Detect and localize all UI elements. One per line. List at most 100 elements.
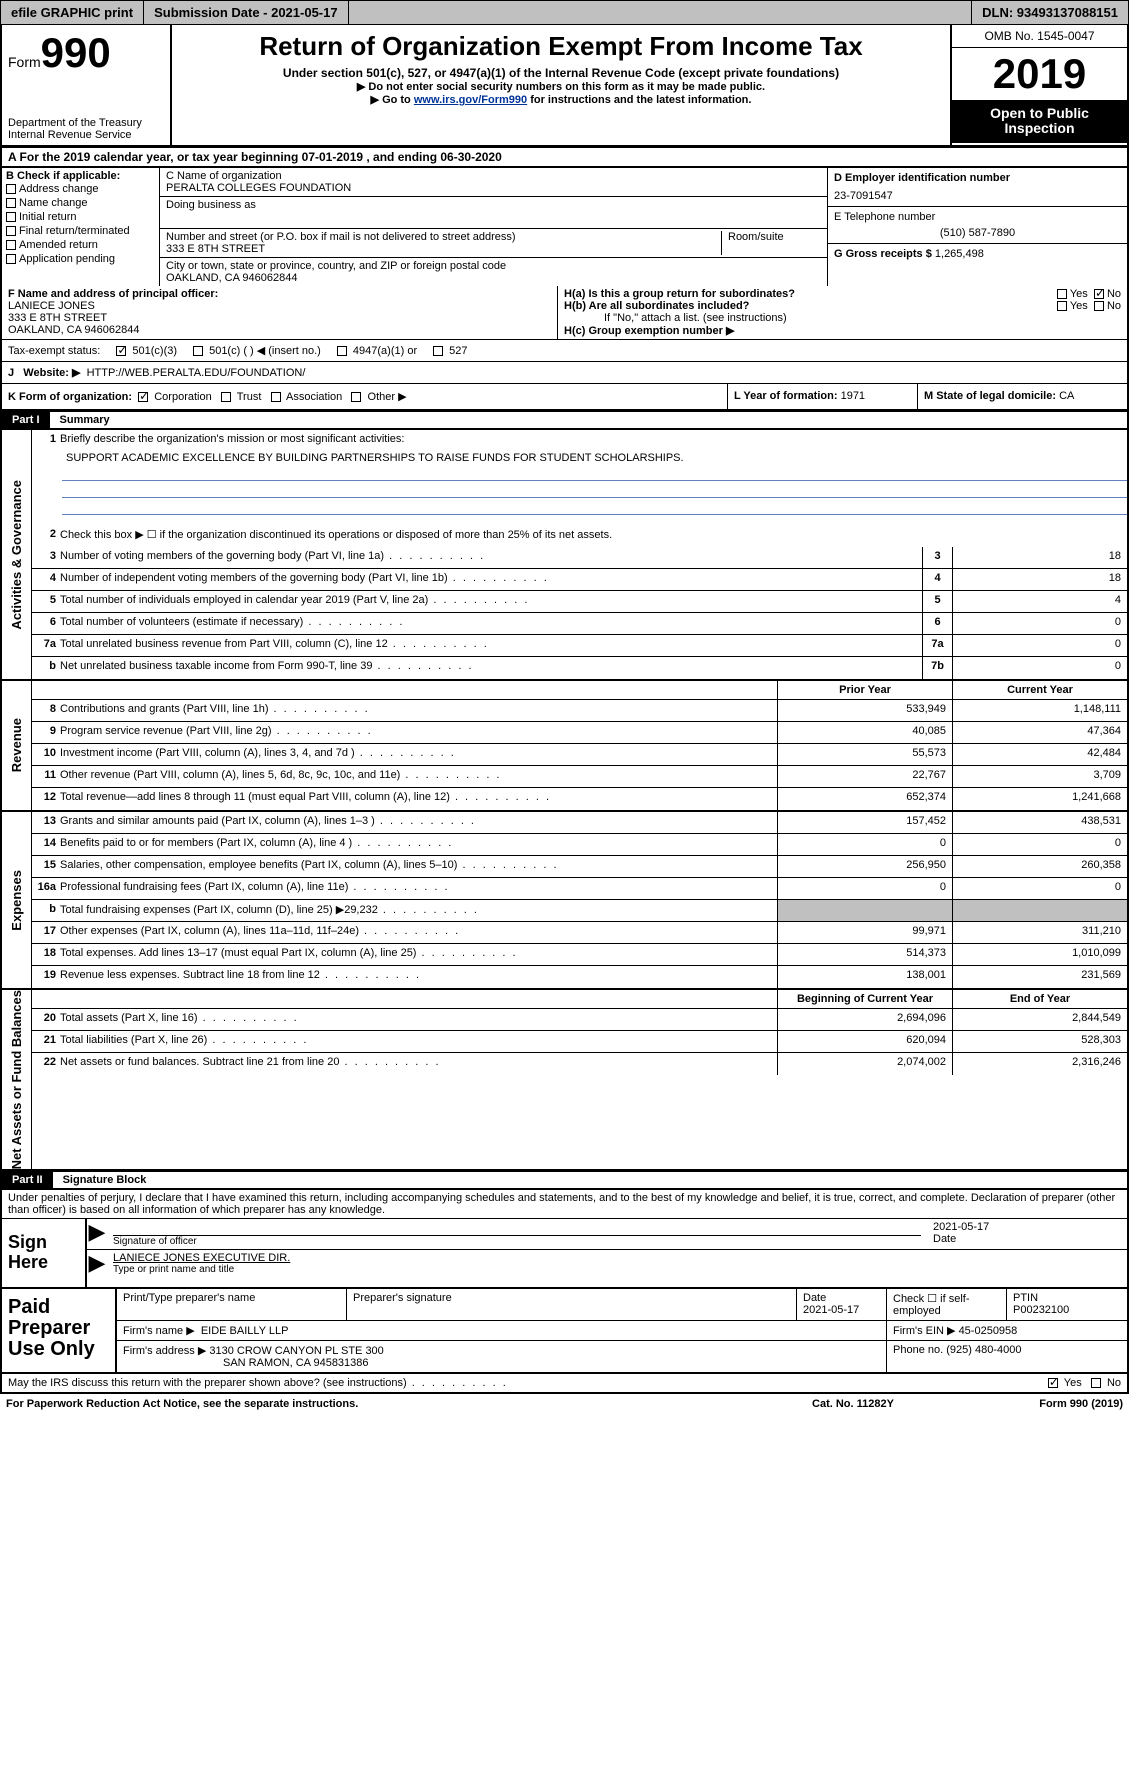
discuss-row: May the IRS discuss this return with the… [0, 1374, 1129, 1394]
sign-arrow-icon-2: ▶ [87, 1250, 107, 1277]
prep-sig-label: Preparer's signature [347, 1289, 797, 1320]
toolbar-spacer [349, 1, 972, 24]
paid-preparer-block: Paid Preparer Use Only Print/Type prepar… [0, 1289, 1129, 1374]
chk-501c3[interactable]: 501(c)(3) [116, 345, 177, 357]
c-org-name: PERALTA COLLEGES FOUNDATION [166, 182, 821, 194]
q2-label: Check this box ▶ ☐ if the organization d… [60, 525, 1127, 547]
section-j: J Website: ▶ HTTP://WEB.PERALTA.EDU/FOUN… [0, 362, 1129, 384]
table-row: 10Investment income (Part VIII, column (… [32, 744, 1127, 766]
firm-addr1: 3130 CROW CANYON PL STE 300 [209, 1345, 383, 1357]
g-gross-label: G Gross receipts $ [834, 248, 932, 260]
firm-addr2: SAN RAMON, CA 945831386 [123, 1357, 369, 1369]
efile-print-button[interactable]: efile GRAPHIC print [1, 1, 144, 24]
table-row: 11Other revenue (Part VIII, column (A), … [32, 766, 1127, 788]
sig-officer-label: Signature of officer [113, 1235, 921, 1247]
e-phone-value: (510) 587-7890 [834, 227, 1121, 239]
f-officer-addr1: 333 E 8TH STREET [8, 312, 551, 324]
chk-corporation[interactable]: Corporation [138, 391, 212, 403]
chk-name-change[interactable]: Name change [6, 196, 155, 210]
part-i-header: Part I Summary [0, 411, 1129, 430]
tax-exempt-row: Tax-exempt status: 501(c)(3) 501(c) ( ) … [0, 340, 1129, 362]
table-row: 18Total expenses. Add lines 13–17 (must … [32, 944, 1127, 966]
typed-name: LANIECE JONES EXECUTIVE DIR. [113, 1252, 1121, 1264]
h-c: H(c) Group exemption number ▶ [564, 324, 1121, 337]
website-value: HTTP://WEB.PERALTA.EDU/FOUNDATION/ [87, 367, 306, 379]
goto-note: ▶ Go to www.irs.gov/Form990 for instruct… [180, 93, 942, 106]
firm-phone: (925) 480-4000 [946, 1344, 1021, 1356]
chk-application-pending[interactable]: Application pending [6, 252, 155, 266]
table-row: 4Number of independent voting members of… [32, 569, 1127, 591]
tax-exempt-label: Tax-exempt status: [8, 345, 100, 357]
form-subtitle: Under section 501(c), 527, or 4947(a)(1)… [180, 66, 942, 80]
tax-period-line: A For the 2019 calendar year, or tax yea… [0, 147, 1129, 168]
table-row: 8Contributions and grants (Part VIII, li… [32, 700, 1127, 722]
section-k: K Form of organization: Corporation Trus… [0, 384, 1129, 411]
tab-net-assets: Net Assets or Fund Balances [9, 990, 24, 1169]
c-city-label: City or town, state or province, country… [166, 260, 821, 272]
hdr-current-year: Current Year [952, 681, 1127, 699]
firm-ein: 45-0250958 [959, 1325, 1018, 1337]
typed-label: Type or print name and title [113, 1264, 1121, 1275]
ptin-label: PTIN [1013, 1292, 1121, 1304]
pra-notice: For Paperwork Reduction Act Notice, see … [6, 1398, 763, 1410]
section-b-header: B Check if applicable: [6, 170, 155, 182]
sig-date-label: Date [933, 1233, 1121, 1245]
table-row: 13Grants and similar amounts paid (Part … [32, 812, 1127, 834]
paid-preparer-label: Paid Preparer Use Only [2, 1289, 117, 1372]
perjury-statement: Under penalties of perjury, I declare th… [0, 1190, 1129, 1218]
table-row: 21Total liabilities (Part X, line 26)620… [32, 1031, 1127, 1053]
table-row: 19Revenue less expenses. Subtract line 1… [32, 966, 1127, 988]
discuss-no[interactable]: No [1091, 1377, 1121, 1389]
ptin-value: P00232100 [1013, 1304, 1121, 1316]
sign-here-label: Sign Here [2, 1219, 87, 1287]
tax-year: 2019 [952, 48, 1127, 100]
q1-label: Briefly describe the organization's miss… [60, 430, 1127, 452]
check-self-employed[interactable]: Check ☐ if self-employed [887, 1289, 1007, 1320]
form-footer: Form 990 (2019) [943, 1398, 1123, 1410]
chk-4947[interactable]: 4947(a)(1) or [337, 345, 417, 357]
chk-amended-return[interactable]: Amended return [6, 238, 155, 252]
table-row: 22Net assets or fund balances. Subtract … [32, 1053, 1127, 1075]
dept-treasury: Department of the Treasury [8, 117, 164, 129]
tab-governance: Activities & Governance [9, 480, 24, 630]
chk-final-return[interactable]: Final return/terminated [6, 224, 155, 238]
chk-501c[interactable]: 501(c) ( ) ◀ (insert no.) [193, 344, 321, 357]
g-gross-value: 1,265,498 [935, 248, 984, 260]
form-990-label: Form990 [8, 29, 164, 77]
table-row: 14Benefits paid to or for members (Part … [32, 834, 1127, 856]
top-toolbar: efile GRAPHIC print Submission Date - 20… [0, 0, 1129, 25]
hdr-end-year: End of Year [952, 990, 1127, 1008]
table-row: 16aProfessional fundraising fees (Part I… [32, 878, 1127, 900]
sig-date-value: 2021-05-17 [933, 1221, 1121, 1233]
chk-address-change[interactable]: Address change [6, 182, 155, 196]
discuss-yes[interactable]: Yes [1048, 1377, 1082, 1389]
chk-initial-return[interactable]: Initial return [6, 210, 155, 224]
table-row: 17Other expenses (Part IX, column (A), l… [32, 922, 1127, 944]
table-row: 3Number of voting members of the governi… [32, 547, 1127, 569]
f-label: F Name and address of principal officer: [8, 288, 551, 300]
prep-name-label: Print/Type preparer's name [117, 1289, 347, 1320]
part-ii-header: Part II Signature Block [0, 1171, 1129, 1190]
dln-label: DLN: 93493137088151 [971, 1, 1128, 24]
irs-form990-link[interactable]: www.irs.gov/Form990 [414, 94, 527, 106]
tab-revenue: Revenue [9, 718, 24, 772]
governance-section: Activities & Governance 1 Briefly descri… [0, 430, 1129, 681]
prep-date: 2021-05-17 [803, 1304, 880, 1316]
submission-date-button[interactable]: Submission Date - 2021-05-17 [144, 1, 349, 24]
open-to-public: Open to Public Inspection [952, 100, 1127, 143]
table-row: 9Program service revenue (Part VIII, lin… [32, 722, 1127, 744]
hdr-begin-year: Beginning of Current Year [777, 990, 952, 1008]
tab-expenses: Expenses [9, 870, 24, 931]
chk-association[interactable]: Association [271, 391, 343, 403]
chk-527[interactable]: 527 [433, 345, 467, 357]
c-dba-label: Doing business as [166, 199, 821, 211]
sign-arrow-icon: ▶ [87, 1219, 107, 1249]
chk-other[interactable]: Other ▶ [351, 391, 406, 403]
omb-number: OMB No. 1545-0047 [952, 25, 1127, 48]
prep-date-label: Date [803, 1292, 880, 1304]
hdr-prior-year: Prior Year [777, 681, 952, 699]
table-row: 20Total assets (Part X, line 16)2,694,09… [32, 1009, 1127, 1031]
table-row: 12Total revenue—add lines 8 through 11 (… [32, 788, 1127, 810]
mission-text: SUPPORT ACADEMIC EXCELLENCE BY BUILDING … [32, 452, 1127, 464]
chk-trust[interactable]: Trust [221, 391, 262, 403]
